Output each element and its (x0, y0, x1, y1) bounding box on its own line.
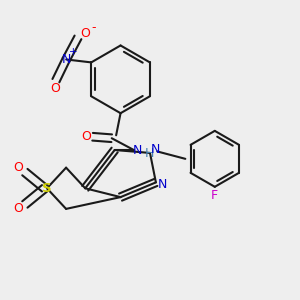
Text: H: H (144, 147, 154, 160)
Text: N: N (151, 143, 160, 156)
Text: F: F (211, 188, 218, 202)
Text: N: N (158, 178, 167, 191)
Text: N: N (61, 53, 71, 66)
Text: O: O (80, 27, 90, 40)
Text: N: N (133, 144, 142, 157)
Text: +: + (69, 47, 78, 57)
Text: O: O (14, 202, 23, 215)
Text: S: S (42, 182, 52, 195)
Text: O: O (14, 161, 23, 175)
Text: O: O (81, 130, 91, 143)
Text: -: - (91, 22, 95, 34)
Text: O: O (50, 82, 60, 95)
